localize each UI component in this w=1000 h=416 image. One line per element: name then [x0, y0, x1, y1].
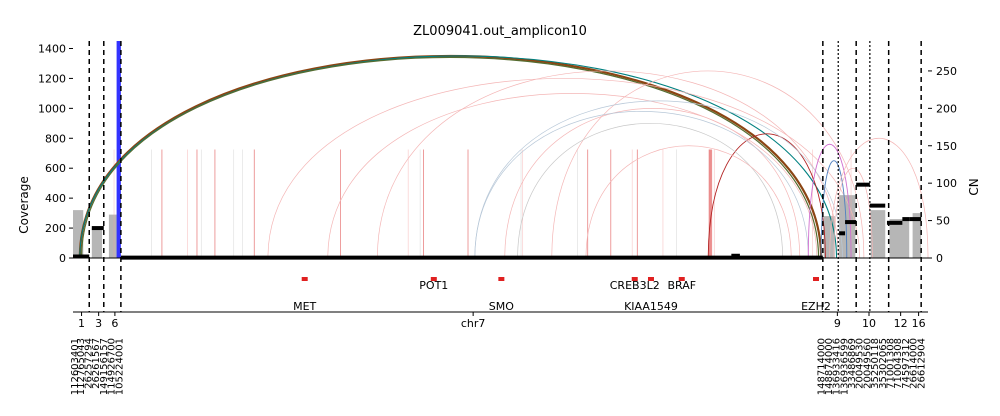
coverage-bar: [73, 210, 84, 258]
sv-arc: [829, 138, 929, 259]
coverage-layer: [73, 41, 922, 258]
segment-boundaries: [88, 41, 922, 312]
y-tick-label-left: 200: [45, 222, 66, 235]
position-label: 35302065: [878, 338, 889, 389]
chromosome-label: chr7: [461, 317, 486, 330]
sv-arc: [327, 93, 818, 259]
position-label: 112603401: [70, 338, 81, 395]
sv-arc: [807, 144, 852, 259]
sv-arc: [504, 108, 801, 259]
sv-arc: [377, 70, 839, 259]
sv-arc: [267, 78, 860, 259]
y-tick-label-right: 200: [936, 102, 957, 115]
position-label: 114926700: [107, 338, 118, 395]
y-tick-label-left: 400: [45, 192, 66, 205]
y-tick-label-left: 0: [59, 252, 66, 265]
coverage-bar: [870, 210, 886, 258]
y-axis-label-right: CN: [967, 178, 981, 195]
sv-arc: [707, 133, 826, 259]
gene-marker: [812, 277, 819, 281]
position-label: 33486869: [847, 338, 858, 389]
axes-layer: 0 200 400 600 800 1000 1200 1400 0 50 100 150 200 250: [38, 42, 957, 313]
gene-label: CREB3L2: [610, 279, 660, 292]
gene-label: EZH2: [801, 300, 831, 313]
sv-arc: [474, 111, 809, 259]
breakpoint-layer: [113, 149, 852, 258]
chromosome-label: 9: [834, 317, 841, 330]
y-tick-label-left: 1000: [38, 102, 66, 115]
chromosome-label: 12: [894, 317, 908, 330]
gene-label: KIAA1549: [624, 300, 678, 313]
chromosome-label: 6: [111, 317, 118, 330]
position-label: 71001308: [886, 338, 897, 389]
position-label: 20049560: [862, 338, 873, 389]
coverage-bar: [912, 213, 922, 258]
gene-marker: [678, 277, 685, 281]
coverage-bar: [823, 216, 835, 258]
sv-arc: [80, 56, 820, 259]
y-tick-label-right: 0: [936, 252, 943, 265]
sv-arc: [833, 168, 873, 259]
gene-label: MET: [293, 300, 316, 313]
gene-label: POT1: [419, 279, 448, 292]
position-label: 26257294: [84, 338, 95, 389]
x-labels: 1 3 6 chr7 9 10 12 16 11260340111276504326257294…: [70, 312, 927, 395]
position-label: 35250118: [870, 338, 881, 389]
chart-title: ZL009041.out_amplicon10: [413, 24, 587, 39]
gene-marker: [631, 277, 638, 281]
chromosome-label: 10: [862, 317, 876, 330]
position-label: 105224001: [114, 338, 125, 395]
gene-marker: [430, 277, 437, 281]
arc-layer: [78, 54, 929, 259]
y-tick-label-right: 150: [936, 140, 957, 153]
y-tick-label-right: 50: [936, 215, 950, 228]
position-label: 148874000: [824, 338, 835, 395]
sv-arc: [79, 55, 838, 259]
gene-marker: [647, 277, 654, 281]
y-tick-label-left: 1200: [38, 72, 66, 85]
position-label: 74597312: [901, 338, 912, 389]
sv-arc: [474, 100, 843, 259]
gene-marker: [301, 277, 308, 281]
y-axis-label-left: Coverage: [17, 176, 31, 234]
position-label: 136933416: [832, 338, 843, 395]
y-tick-label-left: 600: [45, 162, 66, 175]
coverage-bar: [889, 219, 910, 258]
y-tick-label-left: 1400: [38, 42, 66, 55]
chromosome-label: 16: [912, 317, 926, 330]
coverage-bar: [91, 228, 103, 258]
position-label: 148714000: [816, 338, 827, 395]
chromosome-label: 1: [78, 317, 85, 330]
y-tick-label-left: 800: [45, 132, 66, 145]
gene-label: SMO: [489, 300, 514, 313]
coverage-bar-amplified: [116, 41, 121, 258]
gene-label: BRAF: [667, 279, 696, 292]
position-label: 26261567: [91, 338, 102, 389]
y-tick-label-right: 100: [936, 177, 957, 190]
coverage-bar: [839, 195, 856, 258]
position-label: 149156157: [99, 338, 110, 395]
y-tick-label-right: 250: [936, 65, 957, 78]
position-label: 20049530: [855, 338, 866, 389]
cn-layer: [73, 182, 922, 260]
position-label: 26614000: [909, 338, 920, 389]
gene-track: MET POT1 SMO CREB3L2 KIAA1549 BRAF EZH2: [293, 277, 831, 313]
chromosome-label: 3: [95, 317, 102, 330]
position-label: 71004308: [893, 338, 904, 389]
position-label: 112765043: [76, 338, 87, 395]
sv-arc: [585, 145, 792, 259]
gene-marker: [498, 277, 505, 281]
position-label: 26612904: [916, 338, 927, 389]
position-label: 136936599: [839, 338, 850, 395]
